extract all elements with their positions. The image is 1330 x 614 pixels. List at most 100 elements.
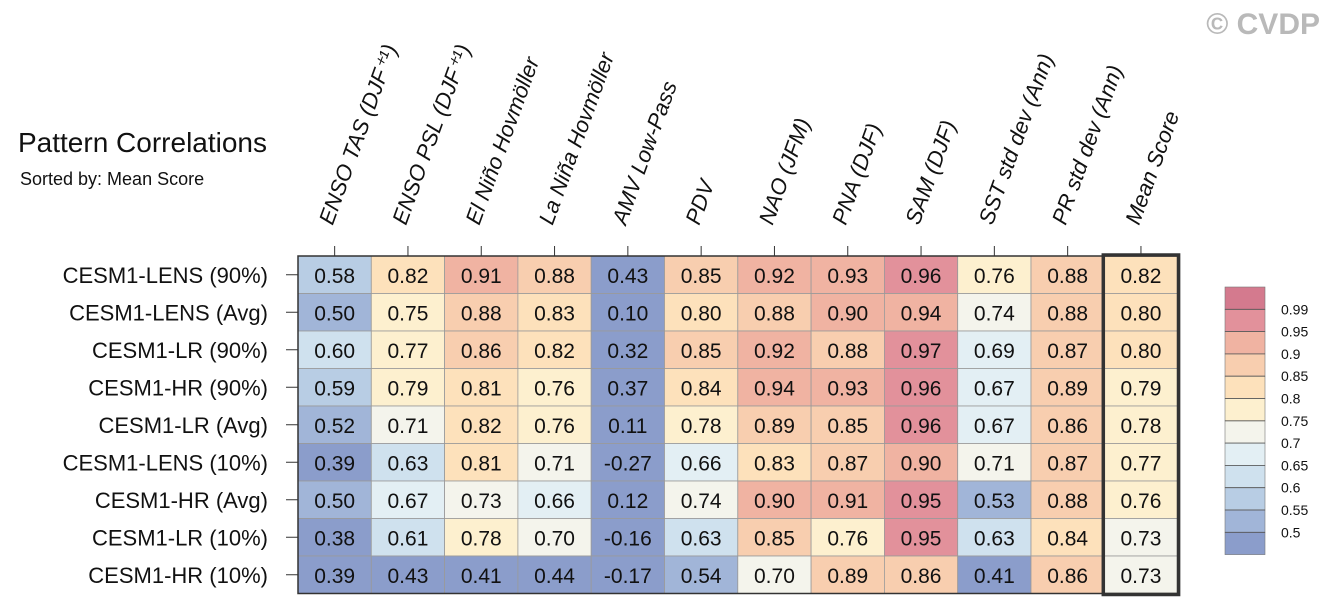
- cell-value: 0.94: [901, 302, 942, 325]
- cell-value: 0.12: [607, 490, 648, 513]
- row-label: CESM1-LR (10%): [92, 525, 268, 550]
- row-label: CESM1-HR (90%): [88, 375, 268, 400]
- cell-value: 0.87: [1047, 340, 1088, 363]
- cell-value: 0.82: [388, 265, 429, 288]
- heatmap-cell: [517, 330, 592, 369]
- cell-value: 0.54: [681, 565, 722, 588]
- colorbar-label: 0.7: [1281, 435, 1301, 451]
- cell-value: 0.89: [1047, 377, 1088, 400]
- column-label: ENSO TAS (DJF⁺¹): [314, 41, 402, 228]
- cell-value: 0.74: [681, 490, 722, 513]
- cell-value: 0.84: [1047, 527, 1088, 550]
- column-label: SST std dev (Ann): [974, 50, 1059, 227]
- cell-value: 0.78: [461, 527, 502, 550]
- cell-value: 0.71: [974, 452, 1015, 475]
- column-label: NAO (JFM): [754, 115, 816, 228]
- heatmap-cell: [737, 293, 812, 332]
- row-label: CESM1-LENS (10%): [63, 450, 268, 475]
- row-labels: CESM1-LENS (90%) CESM1-LENS (Avg) CESM1-LR…: [63, 263, 298, 588]
- heatmap-cell: [297, 330, 372, 369]
- cell-value: 0.81: [461, 452, 502, 475]
- cell-value: 0.63: [681, 527, 722, 550]
- cell-value: 0.76: [974, 265, 1015, 288]
- row-label: CESM1-HR (10%): [88, 563, 268, 588]
- cell-value: 0.76: [827, 527, 868, 550]
- row-label: CESM1-HR (Avg): [95, 488, 268, 513]
- cell-value: 0.94: [754, 377, 795, 400]
- heatmap-cell: [590, 405, 665, 444]
- cell-value: 0.88: [461, 302, 502, 325]
- cell-value: 0.75: [388, 302, 429, 325]
- heatmap-cell: [1103, 555, 1179, 594]
- cell-value: 0.63: [974, 527, 1015, 550]
- cell-value: 0.79: [1121, 377, 1162, 400]
- cell-value: 0.88: [754, 302, 795, 325]
- colorbar-label: 0.95: [1281, 324, 1308, 340]
- cell-value: -0.16: [604, 527, 652, 550]
- cell-value: 0.50: [314, 302, 355, 325]
- cell-value: 0.73: [461, 490, 502, 513]
- cell-value: 0.58: [314, 265, 355, 288]
- heatmap-cell: [517, 555, 592, 594]
- heatmap-cell: [297, 293, 372, 332]
- heatmap-cell: [664, 405, 739, 444]
- column-label: La Niña Hovmöller: [534, 48, 620, 228]
- colorbar-swatch: [1224, 375, 1266, 399]
- cell-value: 0.52: [314, 415, 355, 438]
- cell-value: 0.93: [827, 377, 868, 400]
- column-label: ENSO PSL (DJF⁺¹): [387, 41, 475, 228]
- colorbar-label: 0.6: [1281, 480, 1301, 496]
- cell-value: 0.90: [827, 302, 868, 325]
- heatmap-cell: [590, 443, 665, 482]
- cell-value: 0.32: [607, 340, 648, 363]
- heatmap-cell: [884, 518, 959, 557]
- heatmap-cell: [517, 480, 592, 519]
- heatmap-cell: [1103, 480, 1179, 519]
- cell-value: 0.79: [388, 377, 429, 400]
- cell-value: 0.76: [1121, 490, 1162, 513]
- cell-value: 0.43: [607, 265, 648, 288]
- heatmap-cell: [370, 480, 445, 519]
- colorbar-swatch: [1224, 331, 1266, 355]
- cell-value: 0.91: [827, 490, 868, 513]
- heatmap-cell: [664, 555, 739, 594]
- heatmap-cell: [590, 555, 665, 594]
- cell-value: 0.60: [314, 340, 355, 363]
- chart-subtitle: Sorted by: Mean Score: [20, 169, 205, 189]
- column-label: PNA (DJF): [827, 120, 887, 228]
- cell-value: 0.76: [534, 377, 575, 400]
- heatmap-cell: [664, 443, 739, 482]
- cell-value: 0.80: [681, 302, 722, 325]
- cell-value: 0.92: [754, 340, 795, 363]
- heatmap-cell: [370, 443, 445, 482]
- heatmap-cell: [664, 518, 739, 557]
- cell-value: 0.78: [681, 415, 722, 438]
- heatmap-cell: [957, 330, 1032, 369]
- cell-value: 0.39: [314, 452, 355, 475]
- cell-value: 0.88: [1047, 490, 1088, 513]
- heatmap-cell: [957, 480, 1032, 519]
- colorbar-label: 0.8: [1281, 391, 1301, 407]
- heatmap-cell: [664, 330, 739, 369]
- heatmap-cell: [590, 368, 665, 407]
- cell-value: 0.66: [534, 490, 575, 513]
- heatmap-cell: [1030, 255, 1105, 294]
- cell-value: 0.96: [901, 377, 942, 400]
- heatmap-cell: [517, 518, 592, 557]
- cell-value: 0.80: [1121, 340, 1162, 363]
- cell-value: 0.71: [534, 452, 575, 475]
- cell-value: 0.88: [1047, 265, 1088, 288]
- cell-value: 0.74: [974, 302, 1015, 325]
- heatmap-cell: [957, 405, 1032, 444]
- cell-value: 0.66: [681, 452, 722, 475]
- cell-value: 0.63: [388, 452, 429, 475]
- cell-value: 0.41: [461, 565, 502, 588]
- cell-value: 0.41: [974, 565, 1015, 588]
- cell-value: 0.89: [827, 565, 868, 588]
- colorbar-swatch: [1224, 531, 1266, 555]
- row-label: CESM1-LENS (90%): [63, 263, 268, 288]
- heatmap-cell: [664, 480, 739, 519]
- colorbar-label: 0.9: [1281, 346, 1301, 362]
- colorbar-swatch: [1224, 353, 1266, 377]
